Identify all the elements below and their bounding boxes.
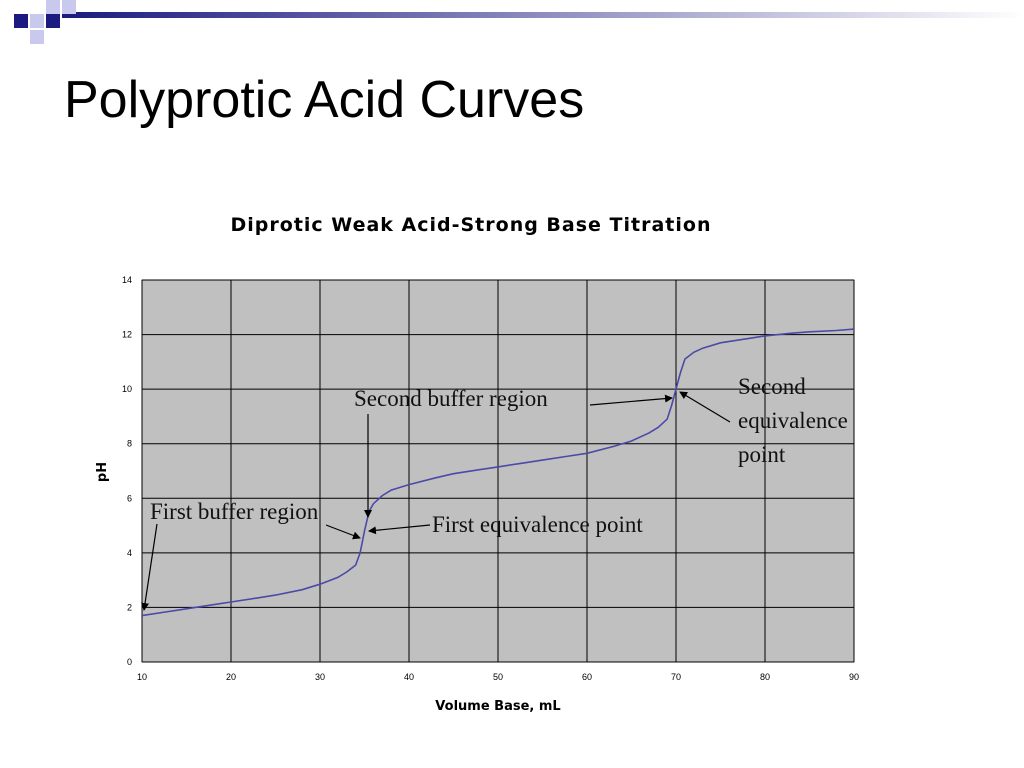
x-tick-label: 80: [760, 672, 770, 682]
annotation-first-buffer-region: First buffer region: [150, 499, 319, 524]
header-square-light: [30, 14, 44, 28]
page-title: Polyprotic Acid Curves: [64, 71, 585, 129]
x-tick-label: 30: [315, 672, 325, 682]
series-line: [141, 328, 855, 617]
y-tick-label: 4: [127, 548, 132, 558]
chart-title: Diprotic Weak Acid-Strong Base Titration: [231, 214, 712, 236]
x-tick-label: 70: [671, 672, 681, 682]
y-tick-label: 8: [127, 439, 132, 449]
y-tick-label: 2: [127, 602, 132, 612]
header-decoration: [14, 0, 1024, 44]
annotation-second-equivalence-line1: Second: [738, 374, 806, 399]
y-axis-label: pH: [95, 462, 110, 482]
x-tick-label: 50: [493, 672, 503, 682]
y-tick-label: 6: [127, 493, 132, 503]
decorative-squares-header: [0, 0, 1024, 48]
grid-lines: [141, 279, 855, 663]
arrow-first-buffer-left: [141, 523, 158, 611]
x-axis-label: Volume Base, mL: [435, 699, 560, 714]
x-tick-label: 10: [137, 672, 147, 682]
annotation-second-buffer-region: Second buffer region: [354, 386, 548, 411]
arrow-first-equivalence: [368, 524, 431, 535]
x-tick-label: 40: [404, 672, 414, 682]
y-tick-label: 10: [122, 384, 132, 394]
header-square-dark: [46, 14, 60, 28]
annotation-second-equivalence-line2: equivalence: [738, 408, 848, 433]
y-axis-ticks: 0 2 4 6 8 10 12 14: [122, 275, 132, 667]
header-square-light: [46, 0, 60, 14]
header-square-dark: [14, 14, 28, 28]
header-square-light: [62, 0, 76, 14]
x-tick-label: 90: [849, 672, 859, 682]
x-tick-label: 60: [582, 672, 592, 682]
y-tick-label: 12: [122, 330, 132, 340]
y-tick-label: 0: [127, 657, 132, 667]
header-square-light: [30, 30, 44, 44]
annotation-second-equivalence-line3: point: [738, 442, 786, 467]
arrow-first-buffer-right: [325, 524, 361, 540]
arrow-second-buffer-right: [589, 394, 673, 406]
header-gradient-line: [62, 12, 1024, 18]
arrow-second-equivalence: [679, 391, 731, 423]
y-tick-label: 14: [122, 275, 132, 285]
annotation-first-equivalence-point: First equivalence point: [432, 512, 643, 537]
x-tick-label: 20: [226, 672, 236, 682]
x-axis-ticks: 10 20 30 40 50 60 70 80 90: [137, 672, 859, 682]
